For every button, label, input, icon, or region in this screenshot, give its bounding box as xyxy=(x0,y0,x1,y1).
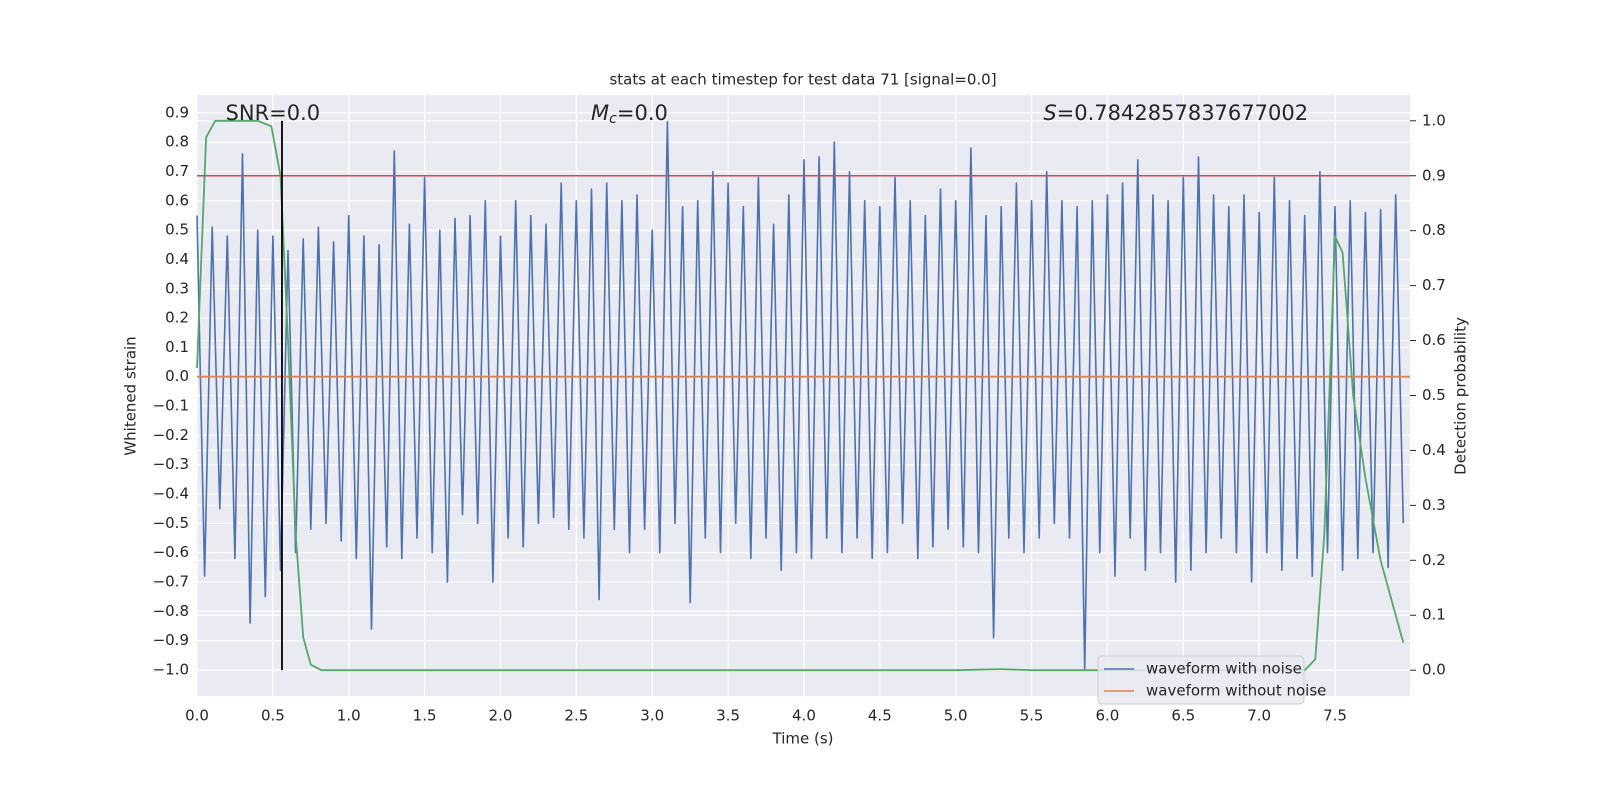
y-tick-label: −0.9 xyxy=(153,631,189,649)
y-tick-label: 0.6 xyxy=(165,191,189,209)
text: =0.7842857837677002 xyxy=(1057,101,1308,125)
y-tick-label: 0.2 xyxy=(165,309,189,327)
y-tick-label: −1.0 xyxy=(153,660,189,678)
y2-tick-label: 0.7 xyxy=(1422,276,1446,294)
x-tick-label: 5.0 xyxy=(944,707,968,725)
y-tick-label: 0.9 xyxy=(165,103,189,121)
y-tick-label: −0.3 xyxy=(153,455,189,473)
x-tick-label: 6.5 xyxy=(1171,707,1195,725)
y2-tick-label: 0.1 xyxy=(1422,606,1446,624)
x-tick-label: 2.5 xyxy=(564,707,588,725)
y2-tick-label: 0.3 xyxy=(1422,496,1446,514)
legend-label: waveform without noise xyxy=(1146,682,1326,700)
legend-label: waveform with noise xyxy=(1146,660,1302,678)
x-tick-label: 3.0 xyxy=(640,707,664,725)
y-tick-label: 0.5 xyxy=(165,221,189,239)
symbol: S xyxy=(1043,101,1056,125)
y2-tick-label: 0.5 xyxy=(1422,386,1446,404)
y-tick-label: −0.6 xyxy=(153,543,189,561)
x-tick-label: 7.0 xyxy=(1247,707,1271,725)
y2-tick-label: 0.0 xyxy=(1422,661,1446,679)
y-tick-label: 0.0 xyxy=(165,367,189,385)
y2-tick-label: 0.4 xyxy=(1422,441,1446,459)
x-tick-label: 0.5 xyxy=(261,707,285,725)
y-tick-label: 0.1 xyxy=(165,338,189,356)
legend-box xyxy=(1097,655,1305,705)
x-tick-label: 4.0 xyxy=(792,707,816,725)
y-axis-label: Whitened strain xyxy=(122,336,140,455)
y-tick-label: −0.8 xyxy=(153,602,189,620)
y-tick-label: −0.1 xyxy=(153,397,189,415)
y-tick-label: 0.8 xyxy=(165,133,189,151)
x-tick-label: 2.0 xyxy=(489,707,513,725)
annotation: SNR=0.0 xyxy=(226,101,321,125)
symbol: M xyxy=(591,101,609,125)
y-tick-label: −0.4 xyxy=(153,485,189,503)
y2-axis-label: Detection probability xyxy=(1452,317,1470,475)
chart-title: stats at each timestep for test data 71 … xyxy=(609,71,996,89)
x-tick-label: 6.0 xyxy=(1096,707,1120,725)
series-line xyxy=(196,120,1405,671)
y-tick-label: −0.7 xyxy=(153,572,189,590)
x-tick-label: 1.5 xyxy=(413,707,437,725)
annotation: Mc=0.0 xyxy=(591,101,668,127)
x-tick-label: 3.5 xyxy=(716,707,740,725)
text: =0.0 xyxy=(617,101,668,125)
annotation: S=0.7842857837677002 xyxy=(1043,101,1308,125)
subscript: c xyxy=(609,111,617,127)
y2-tick-label: 1.0 xyxy=(1422,111,1446,129)
y2-tick-label: 0.8 xyxy=(1422,221,1446,239)
x-axis-label: Time (s) xyxy=(772,730,834,748)
y2-tick-label: 0.9 xyxy=(1422,166,1446,184)
y2-tick-label: 0.6 xyxy=(1422,331,1446,349)
x-tick-label: 0.0 xyxy=(185,707,209,725)
y-tick-label: 0.7 xyxy=(165,162,189,180)
y-tick-label: −0.2 xyxy=(153,426,189,444)
y-tick-label: 0.3 xyxy=(165,279,189,297)
x-tick-label: 1.0 xyxy=(337,707,361,725)
x-tick-label: 7.5 xyxy=(1323,707,1347,725)
x-tick-label: 4.5 xyxy=(868,707,892,725)
series-line xyxy=(196,119,1405,672)
y-tick-label: −0.5 xyxy=(153,514,189,532)
x-tick-label: 5.5 xyxy=(1020,707,1044,725)
y-tick-label: 0.4 xyxy=(165,250,189,268)
y2-tick-label: 0.2 xyxy=(1422,551,1446,569)
